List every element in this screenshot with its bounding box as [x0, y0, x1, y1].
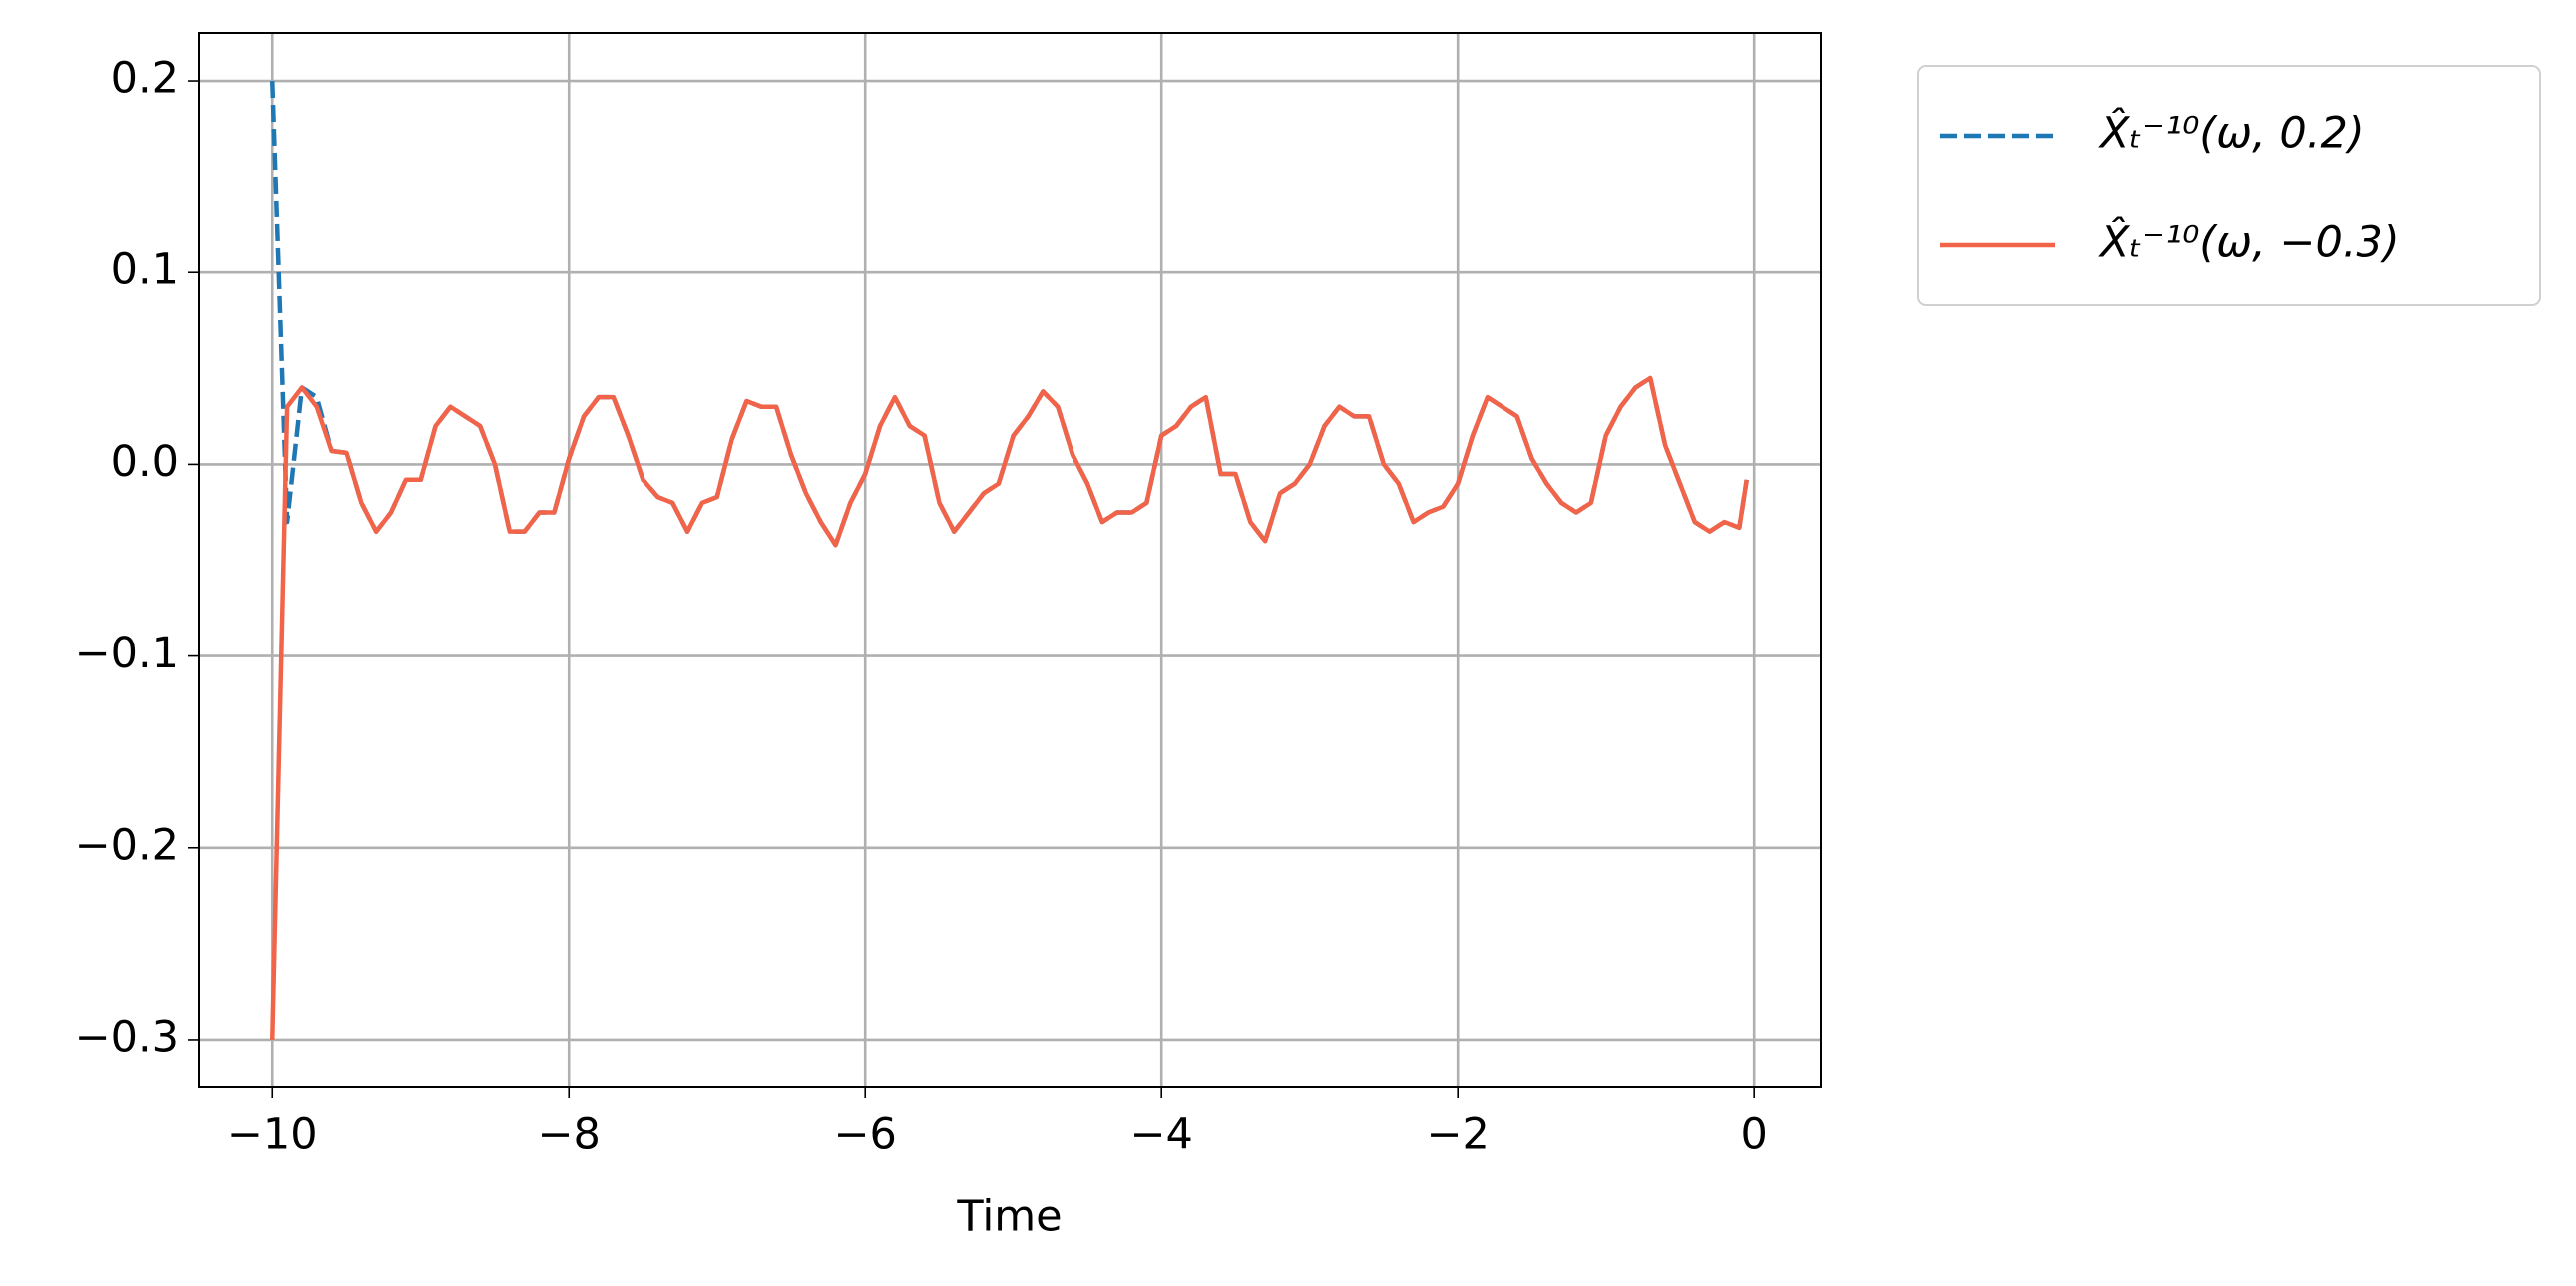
- y-tick-label: −0.3: [75, 1012, 179, 1062]
- x-tick-label: −4: [1130, 1110, 1193, 1160]
- x-tick-label: −6: [834, 1110, 897, 1160]
- plot-frame: [198, 32, 1822, 1088]
- y-tick-label: −0.2: [75, 820, 179, 870]
- legend-label: X̂ₜ⁻¹⁰(ω, −0.3): [2098, 217, 2400, 268]
- x-tick-label: 0: [1740, 1110, 1767, 1160]
- legend-label: X̂ₜ⁻¹⁰(ω, 0.2): [2098, 108, 2364, 159]
- series-line: [269, 375, 1749, 1041]
- y-tick-label: 0.1: [111, 245, 179, 295]
- y-tick-label: −0.1: [75, 629, 179, 678]
- legend-box: [1917, 65, 2541, 306]
- series-line: [269, 80, 1749, 548]
- y-tick-label: 0.0: [111, 437, 179, 487]
- x-axis-label: Time: [956, 1192, 1062, 1242]
- y-tick-label: 0.2: [111, 54, 179, 104]
- x-tick-label: −8: [538, 1110, 601, 1160]
- x-tick-label: −2: [1426, 1110, 1489, 1160]
- x-tick-label: −10: [227, 1110, 318, 1160]
